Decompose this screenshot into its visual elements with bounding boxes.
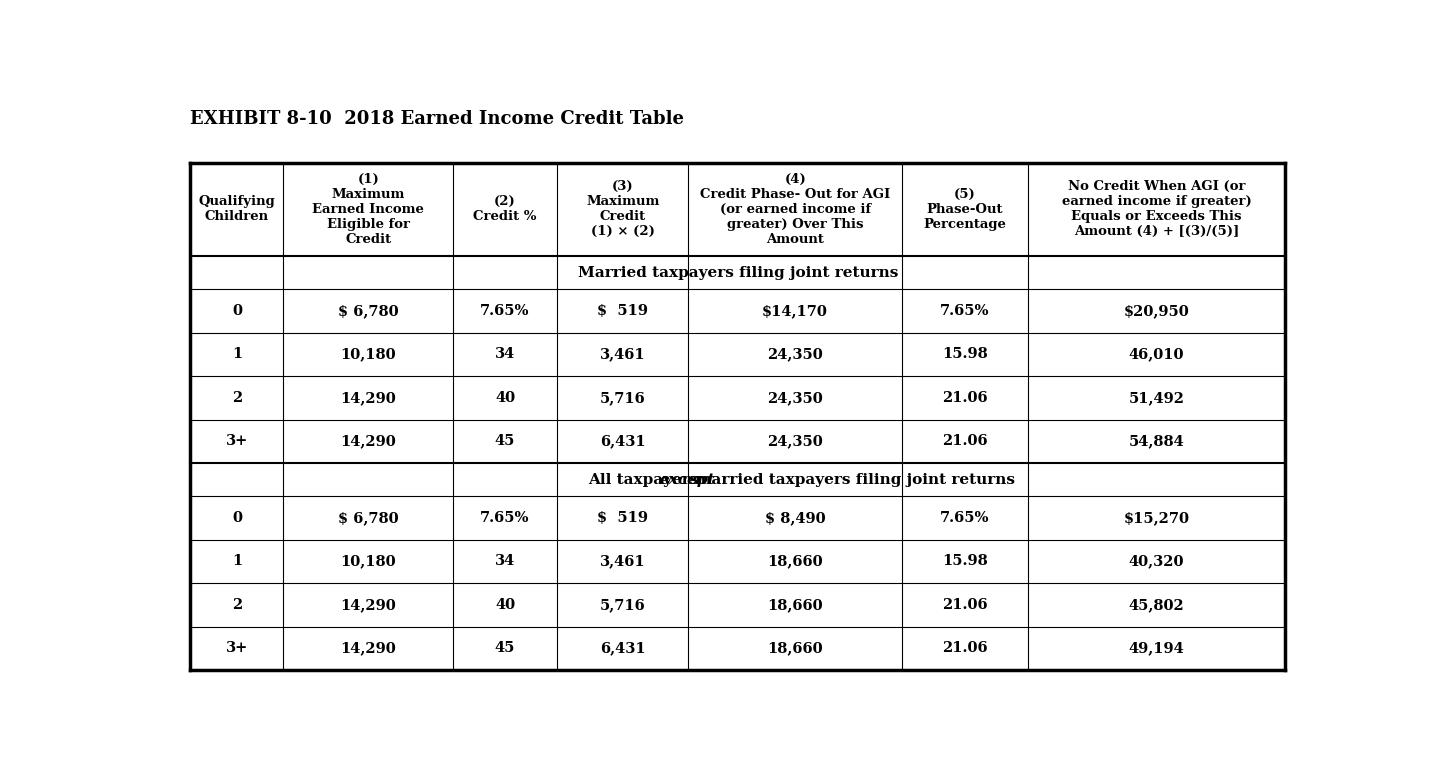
Text: 3,461: 3,461 <box>599 555 645 568</box>
Text: (2)
Credit %: (2) Credit % <box>473 195 536 224</box>
Text: 1: 1 <box>232 348 242 362</box>
Text: 40,320: 40,320 <box>1129 555 1184 568</box>
Text: $ 6,780: $ 6,780 <box>338 511 399 525</box>
Text: 21.06: 21.06 <box>942 641 988 655</box>
Text: (1)
Maximum
Earned Income
Eligible for
Credit: (1) Maximum Earned Income Eligible for C… <box>313 173 424 246</box>
Text: Married taxpayers filing joint returns: Married taxpayers filing joint returns <box>578 266 898 280</box>
Text: 14,290: 14,290 <box>340 434 396 448</box>
Text: 7.65%: 7.65% <box>480 511 529 525</box>
Text: $  519: $ 519 <box>598 304 648 318</box>
Text: 10,180: 10,180 <box>340 555 396 568</box>
Text: $ 8,490: $ 8,490 <box>764 511 826 525</box>
Text: All taxpayers: All taxpayers <box>588 473 704 486</box>
Text: 54,884: 54,884 <box>1129 434 1184 448</box>
Text: 21.06: 21.06 <box>942 391 988 405</box>
Text: 3,461: 3,461 <box>599 348 645 362</box>
Text: 18,660: 18,660 <box>767 555 823 568</box>
Text: 45: 45 <box>495 641 515 655</box>
Text: 3+: 3+ <box>225 641 248 655</box>
Text: 45: 45 <box>495 434 515 448</box>
Text: 1: 1 <box>232 555 242 568</box>
Text: 0: 0 <box>232 304 242 318</box>
Text: 24,350: 24,350 <box>767 391 823 405</box>
Text: 5,716: 5,716 <box>599 391 645 405</box>
Text: 46,010: 46,010 <box>1129 348 1184 362</box>
Text: 7.65%: 7.65% <box>941 511 989 525</box>
Text: $ 6,780: $ 6,780 <box>338 304 399 318</box>
Text: 0: 0 <box>232 511 242 525</box>
Text: 45,802: 45,802 <box>1129 597 1184 612</box>
Text: 14,290: 14,290 <box>340 597 396 612</box>
Text: 24,350: 24,350 <box>767 348 823 362</box>
Text: 51,492: 51,492 <box>1129 391 1184 405</box>
Text: 2: 2 <box>232 597 242 612</box>
Text: (5)
Phase-Out
Percentage: (5) Phase-Out Percentage <box>923 188 1007 231</box>
Text: 15.98: 15.98 <box>942 348 988 362</box>
Text: $  519: $ 519 <box>598 511 648 525</box>
Text: married taxpayers filing joint returns: married taxpayers filing joint returns <box>690 473 1015 486</box>
Text: 34: 34 <box>495 555 515 568</box>
Text: $20,950: $20,950 <box>1124 304 1189 318</box>
Text: 21.06: 21.06 <box>942 597 988 612</box>
Text: 18,660: 18,660 <box>767 597 823 612</box>
Text: 6,431: 6,431 <box>599 641 645 655</box>
Text: 40: 40 <box>495 597 515 612</box>
Text: 40: 40 <box>495 391 515 405</box>
Text: $14,170: $14,170 <box>763 304 827 318</box>
Text: 49,194: 49,194 <box>1129 641 1184 655</box>
Text: 34: 34 <box>495 348 515 362</box>
Text: 14,290: 14,290 <box>340 391 396 405</box>
Text: except: except <box>660 473 714 486</box>
Text: 2: 2 <box>232 391 242 405</box>
Text: No Credit When AGI (or
earned income if greater)
Equals or Exceeds This
Amount (: No Credit When AGI (or earned income if … <box>1061 181 1252 238</box>
Text: EXHIBIT 8-10  2018 Earned Income Credit Table: EXHIBIT 8-10 2018 Earned Income Credit T… <box>191 110 684 128</box>
Text: 7.65%: 7.65% <box>941 304 989 318</box>
Text: 18,660: 18,660 <box>767 641 823 655</box>
Text: 24,350: 24,350 <box>767 434 823 448</box>
Text: 5,716: 5,716 <box>599 597 645 612</box>
Text: 7.65%: 7.65% <box>480 304 529 318</box>
Text: 21.06: 21.06 <box>942 434 988 448</box>
Text: Qualifying
Children: Qualifying Children <box>198 195 275 224</box>
Text: $15,270: $15,270 <box>1123 511 1189 525</box>
Text: 6,431: 6,431 <box>599 434 645 448</box>
Text: (4)
Credit Phase- Out for AGI
(or earned income if
greater) Over This
Amount: (4) Credit Phase- Out for AGI (or earned… <box>700 173 891 246</box>
Text: 15.98: 15.98 <box>942 555 988 568</box>
Text: 3+: 3+ <box>225 434 248 448</box>
Text: (3)
Maximum
Credit
(1) × (2): (3) Maximum Credit (1) × (2) <box>587 181 660 238</box>
Text: 14,290: 14,290 <box>340 641 396 655</box>
Text: 10,180: 10,180 <box>340 348 396 362</box>
